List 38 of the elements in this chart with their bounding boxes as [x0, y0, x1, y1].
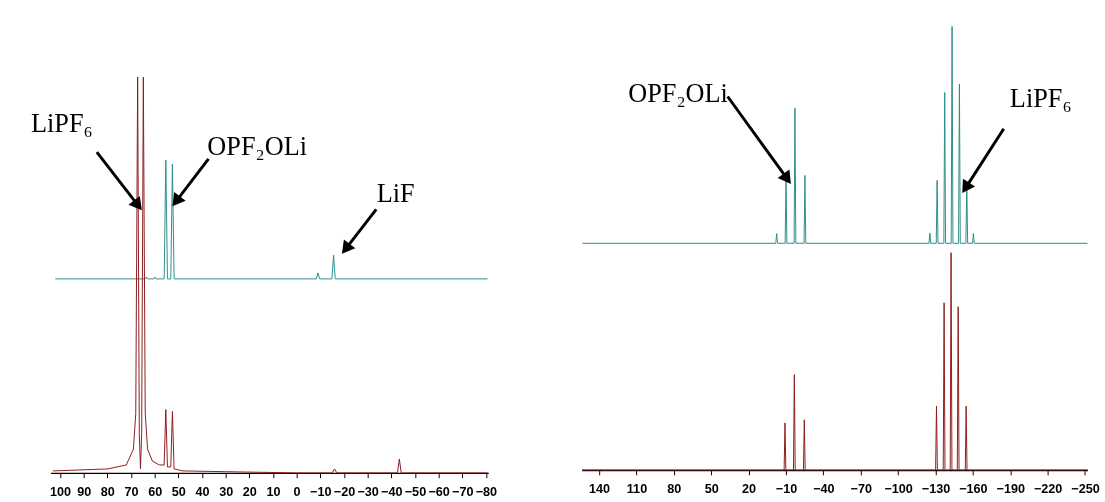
x-tick-label: 50: [171, 484, 186, 499]
x-tick-label: −40: [381, 484, 403, 499]
x-tick-label: −190: [996, 481, 1025, 496]
x-tick-label: 80: [667, 481, 682, 496]
x-tick-label: −40: [813, 481, 835, 496]
x-tick-label: 10: [266, 484, 281, 499]
x-tick-label: −130: [921, 481, 951, 496]
x-tick-label: −60: [428, 484, 450, 499]
x-tick-label: −70: [850, 481, 872, 496]
x-tick-label: −20: [333, 484, 356, 499]
annotation: LiPF₆: [1009, 84, 1072, 114]
x-tick-label: −160: [959, 481, 988, 496]
x-tick-label: 60: [148, 484, 163, 499]
annotation: OPF₂OLi: [207, 131, 307, 161]
x-tick-label: 20: [242, 484, 257, 499]
x-tick-label: −50: [404, 484, 427, 499]
annotation: OPF₂OLi: [628, 79, 728, 109]
annotation: LiPF₆: [30, 108, 93, 138]
x-tick-label: 140: [589, 481, 611, 496]
x-tick-label: −10: [310, 484, 332, 499]
x-tick-label: −70: [452, 484, 474, 499]
annotation: LiF: [376, 178, 415, 208]
x-tick-label: −30: [357, 484, 379, 499]
x-tick-label: −80: [475, 484, 498, 499]
x-tick-label: 110: [626, 481, 648, 496]
x-tick-label: −250: [1071, 481, 1100, 496]
x-tick-label: 50: [704, 481, 719, 496]
x-tick-label: −100: [884, 481, 913, 496]
x-tick-label: 80: [100, 484, 115, 499]
x-tick-label: 100: [49, 484, 72, 499]
x-tick-label: 70: [124, 484, 139, 499]
x-tick-label: 40: [195, 484, 210, 499]
x-tick-label: −10: [775, 481, 798, 496]
x-tick-label: 90: [77, 484, 92, 499]
x-tick-label: 0: [293, 484, 301, 499]
x-tick-label: −220: [1033, 481, 1063, 496]
x-tick-label: 30: [219, 484, 234, 499]
x-tick-label: 20: [742, 481, 757, 496]
